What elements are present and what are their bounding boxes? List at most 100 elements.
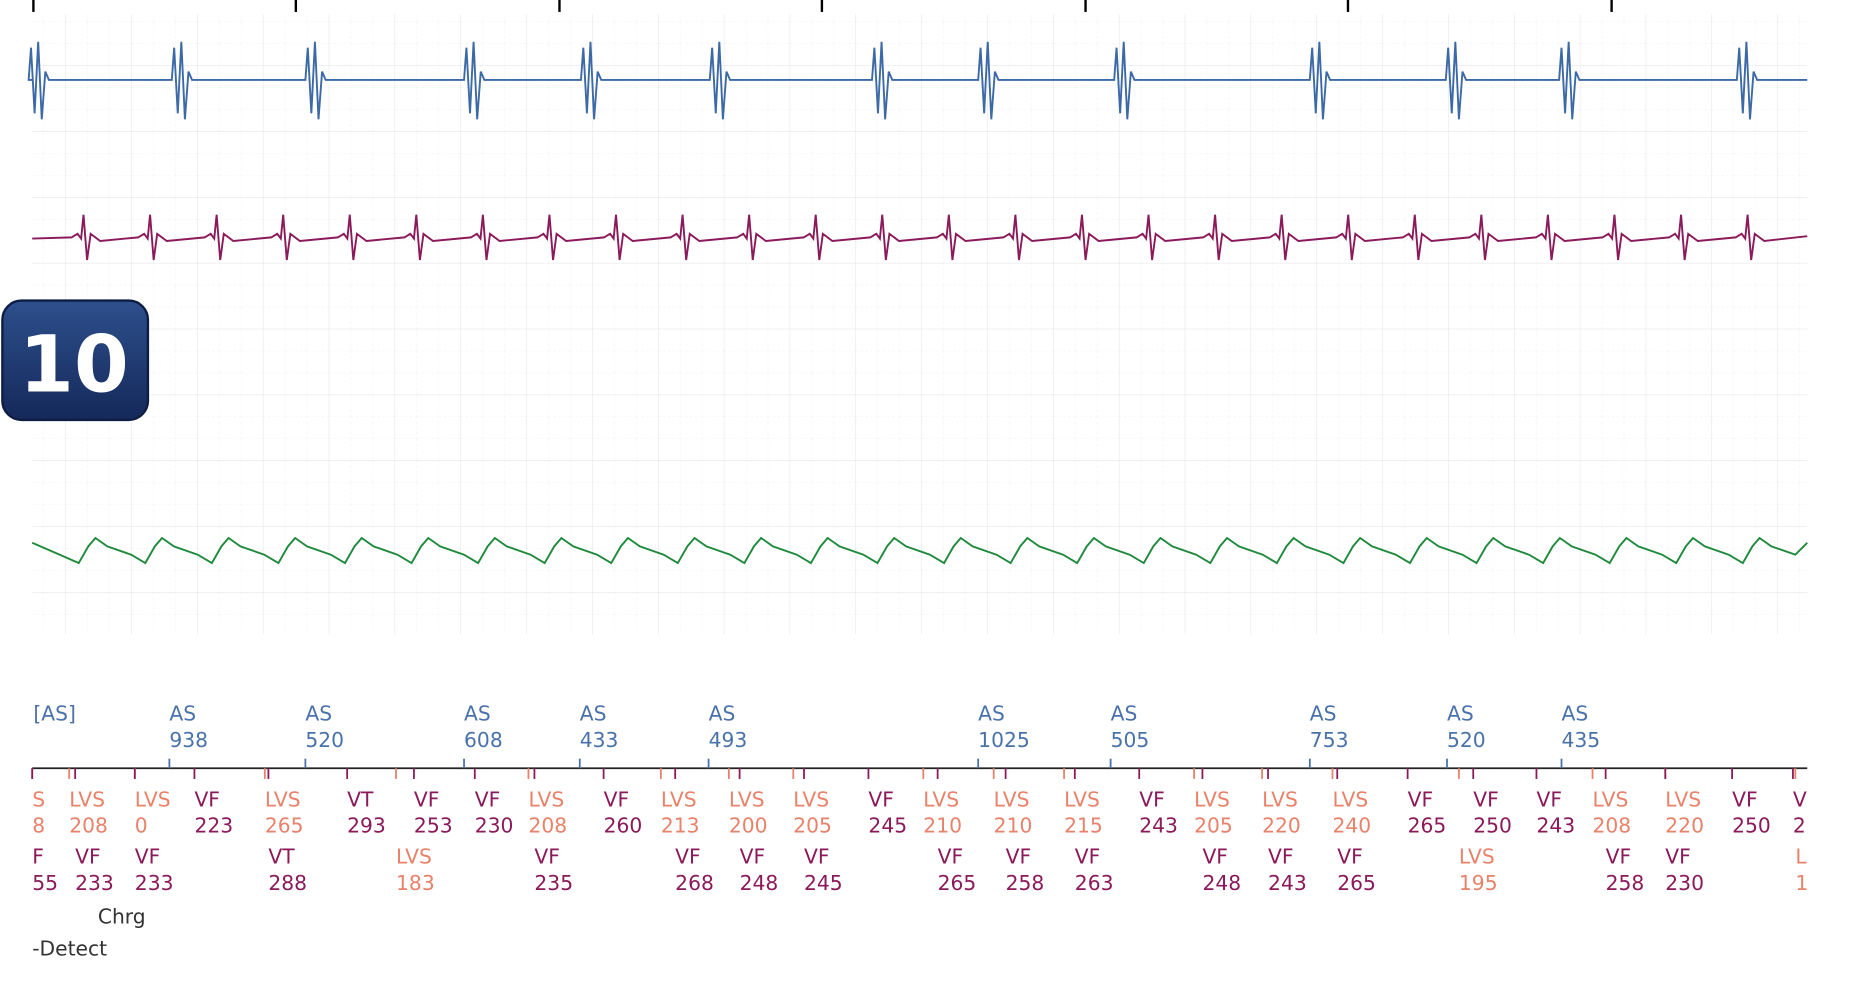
waveforms [27,0,1808,565]
marker-label: VF [414,787,440,811]
marker-label: VF [1408,787,1434,811]
marker-interval: 213 [661,814,700,838]
marker-label: LVS [1064,787,1100,811]
marker-label: VF [1139,787,1165,811]
marker-interval: 435 [1562,728,1601,752]
marker-label: VF [1732,787,1758,811]
marker-label: V [1793,787,1807,811]
marker-label: VF [1337,845,1363,869]
marker-label: LVS [661,787,697,811]
marker-interval: 293 [347,814,386,838]
marker-label: LVS [994,787,1030,811]
marker-label: VF [1075,845,1101,869]
marker-interval: 205 [1194,814,1233,838]
marker-interval: 245 [804,871,843,895]
marker-interval: 223 [194,814,233,838]
marker-label: VF [1536,787,1562,811]
marker-interval: 215 [1064,814,1103,838]
marker-interval: 248 [1202,871,1241,895]
marker-label: AS [464,702,491,726]
marker-label: VF [675,845,701,869]
marker-interval: 265 [265,814,304,838]
marker-label: VF [740,845,766,869]
marker-label: LVS [1332,787,1368,811]
marker-interval: 253 [414,814,453,838]
marker-interval: 433 [580,728,619,752]
marker-label: LVS [528,787,564,811]
marker-label: AS [1111,702,1138,726]
marker-interval: 505 [1111,728,1150,752]
marker-interval: 938 [169,728,208,752]
marker-interval: 258 [1606,871,1645,895]
marker-interval: 230 [475,814,514,838]
marker-interval: 195 [1459,871,1498,895]
marker-label: [AS] [33,702,76,726]
marker-label: LVS [396,845,432,869]
marker-interval: 258 [1006,871,1045,895]
marker-label: VF [938,845,964,869]
marker-label: VF [1606,845,1632,869]
marker-label: LVS [69,787,105,811]
marker-interval: 265 [1337,871,1376,895]
marker-interval: 1025 [978,728,1030,752]
marker-label: VF [1268,845,1294,869]
marker-interval: 243 [1268,871,1307,895]
marker-interval: 230 [1665,871,1704,895]
marker-label: VF [75,845,101,869]
marker-label: S [32,787,45,811]
marker-interval: 753 [1310,728,1349,752]
marker-interval: 243 [1139,814,1178,838]
marker-interval: 220 [1262,814,1301,838]
marker-interval: 8 [32,814,45,838]
badge-number: 10 [19,318,129,410]
marker-interval: 210 [923,814,962,838]
marker-interval: 183 [396,871,435,895]
badge: 10 [1,299,150,422]
marker-interval: 248 [740,871,779,895]
marker-interval: 265 [1408,814,1447,838]
marker-label: VF [475,787,501,811]
marker-interval: 200 [729,814,768,838]
marker-label: LVS [1459,845,1495,869]
marker-label: VF [135,845,161,869]
marker-interval: 205 [793,814,832,838]
marker-interval: 55 [32,871,58,895]
marker-interval: 208 [69,814,108,838]
marker-interval: 265 [938,871,977,895]
marker-interval: 245 [868,814,907,838]
marker-label: LVS [1194,787,1230,811]
marker-interval: 493 [709,728,748,752]
marker-interval: 250 [1473,814,1512,838]
marker-label: L [1795,845,1807,869]
marker-interval: 208 [528,814,567,838]
marker-label: AS [169,702,196,726]
marker-label: VF [804,845,830,869]
marker-interval: 240 [1332,814,1371,838]
marker-interval: 0 [135,814,148,838]
marker-interval: 520 [1447,728,1486,752]
note: Chrg [98,904,146,928]
marker-interval: 235 [534,871,573,895]
marker-interval: 608 [464,728,503,752]
marker-label: LVS [1665,787,1701,811]
marker-label: VF [534,845,560,869]
marker-interval: 220 [1665,814,1704,838]
marker-label: LVS [793,787,829,811]
marker-label: VF [1202,845,1228,869]
marker-interval: 2 [1793,814,1806,838]
marker-label: AS [1447,702,1474,726]
marker-label: VF [604,787,630,811]
marker-label: VF [194,787,220,811]
pressure-trace [31,536,1808,565]
marker-interval: 268 [675,871,714,895]
marker-interval: 260 [604,814,643,838]
marker-interval: 208 [1593,814,1632,838]
marker-interval: 243 [1536,814,1575,838]
marker-label: VF [868,787,894,811]
marker-interval: 210 [994,814,1033,838]
marker-label: AS [1562,702,1589,726]
note: -Detect [32,937,107,961]
marker-label: LVS [729,787,765,811]
marker-label: AS [580,702,607,726]
